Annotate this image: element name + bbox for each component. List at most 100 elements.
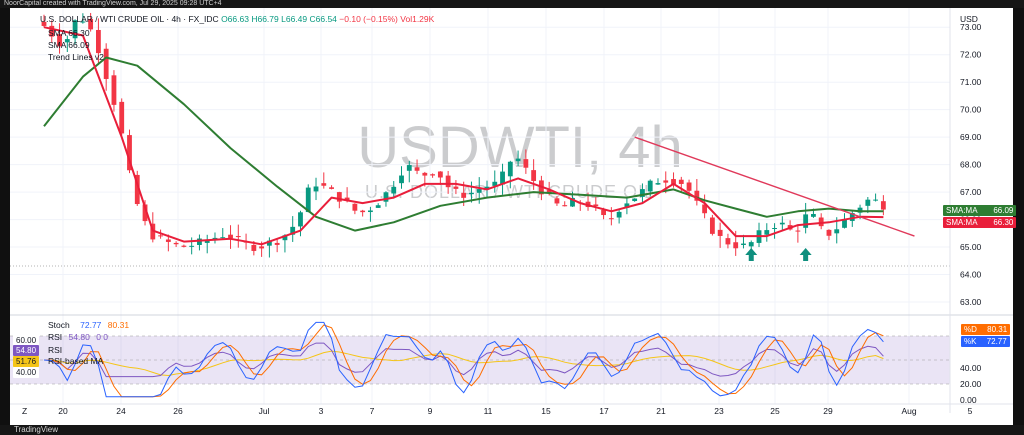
candle-up (779, 222, 785, 225)
candle-down (228, 234, 233, 239)
candle-down (461, 192, 467, 198)
rsi-left-tag: 54.80 (13, 345, 40, 356)
sma-fast-tag: SMA:MA 66.30 (943, 217, 1017, 228)
candle-down (671, 179, 676, 185)
candle-up (741, 243, 746, 245)
candle-up (282, 235, 288, 241)
sma-slow-tag-label: SMA:MA (946, 206, 978, 215)
candle-down (826, 229, 832, 236)
date-tick-label: 25 (770, 406, 780, 416)
candle-up (375, 205, 381, 208)
candle-up (640, 189, 645, 197)
indicator-lines (43, 26, 915, 246)
symbol-name: U.S. DOLLAR / WTI CRUDE OIL · 4h · FX_ID… (40, 14, 219, 24)
rsi-ma-legend: RSI-based MA (48, 356, 104, 366)
price-tick-label: 63.00 (960, 297, 982, 307)
candle-down (344, 197, 350, 201)
candle-up (803, 214, 809, 228)
price-tick-label: 68.00 (960, 160, 982, 170)
price-tick-label: 64.00 (960, 270, 982, 280)
candle-up (220, 237, 226, 239)
candle-up (570, 197, 575, 207)
candle-down (717, 229, 723, 236)
osc-tick-label: 0.00 (960, 395, 977, 405)
candle-up (368, 210, 373, 213)
sma-slow-legend[interactable]: SMA 66.09 (48, 40, 90, 50)
candle-up (204, 240, 210, 243)
date-tick-label: 3 (319, 406, 324, 416)
date-tick-label: 17 (599, 406, 609, 416)
close-value: C66.54 (309, 14, 337, 24)
oscillator-pane[interactable] (10, 314, 1013, 398)
candle-down (725, 238, 731, 245)
symbol-legend[interactable]: U.S. DOLLAR / WTI CRUDE OIL · 4h · FX_ID… (40, 14, 434, 24)
sma-fast-line (43, 26, 884, 246)
stoch-label: Stoch (48, 320, 70, 330)
osc-tick-label: 40.00 (960, 363, 982, 373)
candle-down (709, 217, 715, 234)
watermark-ticker: USDWTI, 4h (357, 115, 683, 180)
candle-up (406, 165, 412, 171)
candle-up (298, 212, 303, 227)
rsi-upper-left: 60.00 (13, 335, 40, 346)
candle-down (111, 75, 117, 105)
price-tick-label: 67.00 (960, 187, 982, 197)
candle-up (632, 198, 638, 202)
stoch-legend[interactable]: Stoch 72.77 80.31 (48, 320, 129, 330)
price-grid (10, 8, 950, 404)
watermark: USDWTI, 4h U.S. DOLLAR / WTI CRUDE OIL (357, 115, 683, 202)
candle-up (507, 161, 513, 177)
candle-down (274, 242, 280, 245)
rsi-legend[interactable]: RSI 54.80 0 0 (48, 332, 108, 342)
chart-panel[interactable]: USDWTI, 4h U.S. DOLLAR / WTI CRUDE OIL U… (10, 8, 1017, 425)
candle-down (663, 180, 669, 183)
candle-down (95, 29, 101, 54)
candle-down (259, 246, 265, 249)
snapshot-header-text: NoorCapital created with TradingView.com… (4, 0, 222, 7)
volume-value: Vol1.29K (400, 14, 435, 24)
price-tick-label: 65.00 (960, 242, 982, 252)
candle-down (608, 218, 614, 220)
candle-down (251, 244, 257, 251)
stoch-k-value: 72.77 (80, 320, 102, 330)
candle-up (399, 175, 404, 184)
price-chart-svg[interactable]: USDWTI, 4h U.S. DOLLAR / WTI CRUDE OIL U… (10, 8, 1013, 425)
candle-down (119, 101, 125, 134)
date-tick-label: 5 (968, 406, 973, 416)
candle-up (515, 158, 521, 162)
candle-down (593, 204, 599, 207)
candle-down (360, 210, 366, 213)
trendlines-legend[interactable]: Trend Lines v2 (48, 52, 104, 62)
candle-down (678, 179, 684, 184)
candle-down (414, 167, 420, 171)
candle-down (103, 48, 109, 79)
stoch-k-tag: %K 72.77 (961, 336, 1010, 347)
date-tick-label: 15 (541, 406, 551, 416)
candle-down (329, 187, 334, 189)
sma-fast-legend[interactable]: SMA 66.30 (48, 28, 90, 38)
sma-slow-tag: SMA:MA 66.09 (943, 205, 1017, 216)
candle-down (601, 209, 606, 216)
candle-up (197, 238, 202, 245)
price-tick-label: 69.00 (960, 132, 982, 142)
date-tick-label: 29 (823, 406, 833, 416)
candle-up (313, 186, 319, 192)
candle-down (173, 242, 179, 245)
date-tick-label: Aug (901, 406, 916, 416)
signal-arrows (745, 248, 812, 261)
candle-down (41, 21, 47, 26)
time-axis[interactable]: Z 20 24 26 Jul 3 7 9 11 15 17 21 23 25 29 Aug 5 (10, 403, 1013, 416)
change-value: −0.10 (−0.15%) (339, 14, 398, 24)
candle-down (554, 198, 560, 204)
date-tick-label: 7 (370, 406, 375, 416)
date-tick-label: 24 (116, 406, 126, 416)
stoch-k-tag-value: 72.77 (986, 337, 1007, 346)
candle-down (818, 217, 824, 227)
candle-down (165, 239, 171, 242)
rsi-lower-left: 40.00 (13, 367, 40, 378)
candle-up (624, 203, 630, 208)
candle-up (772, 228, 777, 230)
candle-up (811, 214, 816, 217)
candle-up (484, 186, 490, 189)
